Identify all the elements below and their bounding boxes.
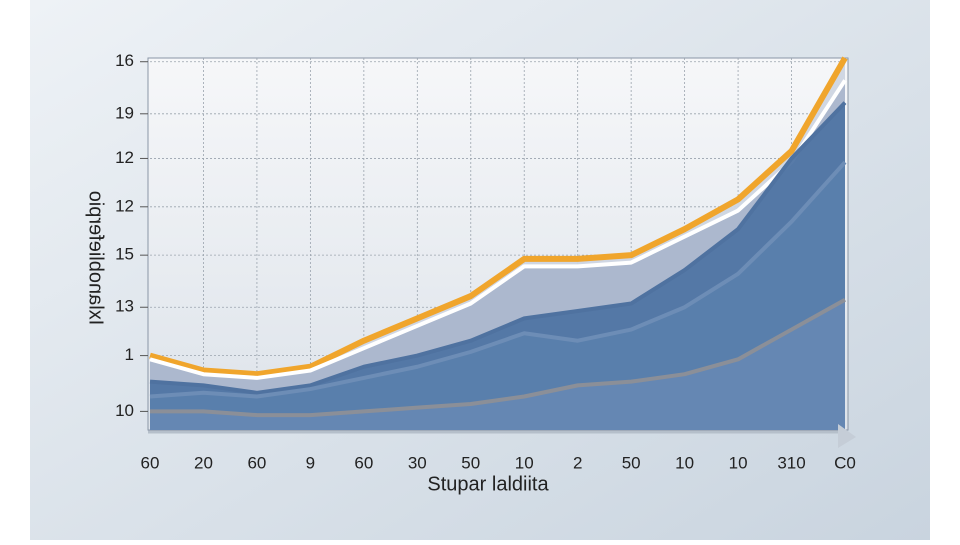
x-axis-title: Stupar laldiita <box>427 473 549 495</box>
area-line <box>149 160 847 399</box>
x-tick-label: C0 <box>834 453 856 472</box>
x-tick-label: 10 <box>729 453 748 472</box>
y-tick-label: 10 <box>115 401 134 420</box>
area <box>150 162 845 430</box>
x-tick-label: 10 <box>515 453 534 472</box>
x-tick-label: 9 <box>306 453 315 472</box>
y-tick-label: 15 <box>115 245 134 264</box>
x-tick-label: 30 <box>408 453 427 472</box>
x-tick-label: 20 <box>194 453 213 472</box>
y-tick-label: 12 <box>115 196 134 215</box>
x-tick-label: 50 <box>622 453 641 472</box>
x-tick-label: 310 <box>777 453 805 472</box>
area-line <box>149 56 848 378</box>
y-tick-label: 19 <box>115 103 134 122</box>
x-tick-label: 60 <box>141 453 160 472</box>
areas <box>149 56 848 430</box>
y-tick-label: 1 <box>125 345 134 364</box>
x-tick-label: 10 <box>675 453 694 472</box>
y-tick-label: 16 <box>115 51 134 70</box>
x-tick-label: 60 <box>354 453 373 472</box>
y-tick-label: 12 <box>115 148 134 167</box>
x-tick-label: 2 <box>573 453 582 472</box>
area-line <box>149 79 847 380</box>
y-tick-label: 13 <box>115 297 134 316</box>
x-tick-label: 50 <box>461 453 480 472</box>
x-tick-label: 60 <box>247 453 266 472</box>
area-line <box>149 101 847 395</box>
y-axis-title: Ixlanoblieferpio <box>85 191 107 326</box>
area <box>150 299 845 430</box>
axis-arrow <box>838 424 856 448</box>
area-line <box>150 298 846 418</box>
